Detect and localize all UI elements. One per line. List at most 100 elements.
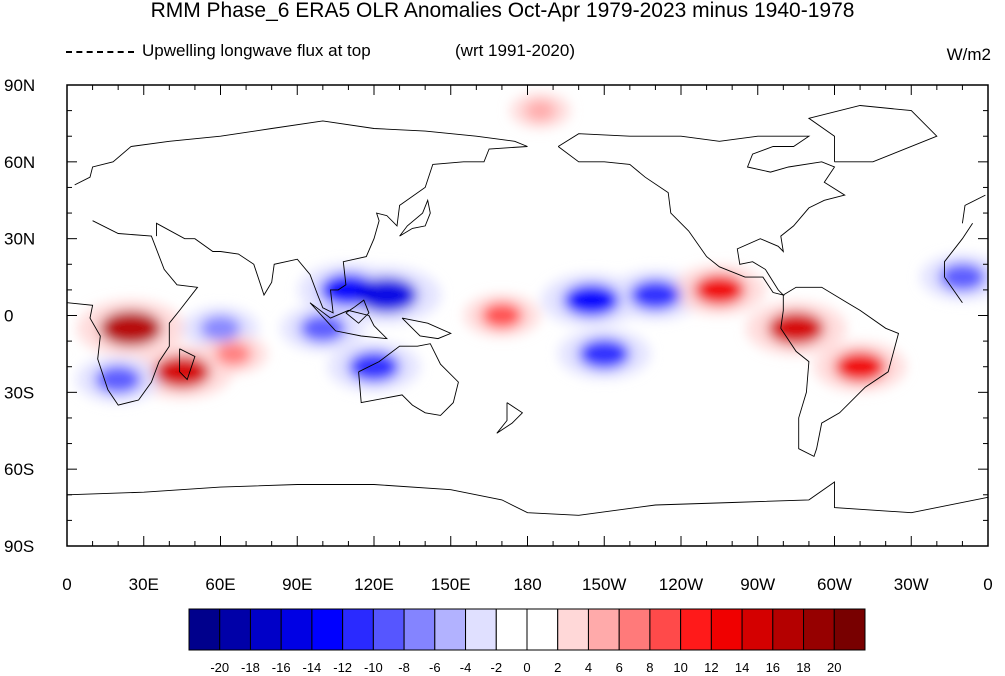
colorbar-swatch	[342, 608, 374, 651]
colorbar-swatch	[403, 608, 436, 651]
colorbar-label: -18	[241, 660, 260, 675]
lon-label: 90E	[282, 575, 312, 594]
colorbar-swatch	[249, 608, 282, 651]
colorbar-swatch	[526, 608, 559, 651]
lon-label: 60W	[817, 575, 852, 594]
lon-label: 90W	[740, 575, 775, 594]
lon-label: 180	[513, 575, 541, 594]
coast-eurasia	[961, 194, 986, 224]
lon-label: 60E	[205, 575, 235, 594]
colorbar-swatch	[495, 608, 528, 651]
lat-label: 60N	[4, 153, 35, 172]
lat-label: 30S	[4, 383, 34, 402]
legend-label: Upwelling longwave flux at top	[142, 41, 371, 60]
anomaly-blob	[95, 365, 142, 394]
longitude-labels: 0 30E 60E 90E 120E 150E 180 150W 120W 90W 60W 30W 0	[62, 575, 992, 594]
anomaly-field	[76, 93, 988, 403]
coast-asia-south	[156, 146, 528, 314]
colorbar-swatch	[803, 608, 835, 651]
colorbar-swatch	[710, 608, 743, 651]
coast-japan	[399, 198, 431, 237]
anomaly-blob	[525, 100, 556, 122]
anomaly-blob	[693, 274, 745, 306]
colorbar-label: -2	[490, 660, 502, 675]
coastlines	[67, 105, 988, 516]
anomaly-blob	[939, 263, 986, 292]
colorbar	[188, 608, 866, 651]
coast-borneo	[345, 299, 370, 324]
colorbar-swatch	[833, 608, 866, 651]
latitude-labels: 90N 60N 30N 0 30S 60S 90S	[4, 76, 35, 556]
lon-label: 120E	[354, 575, 394, 594]
coast-indonesia	[309, 302, 389, 340]
lon-label: 30E	[129, 575, 159, 594]
coast-nz	[496, 402, 524, 434]
colorbar-swatch	[649, 608, 682, 651]
colorbar-label: -6	[429, 660, 441, 675]
coast-africa	[944, 223, 973, 278]
anomaly-blob	[153, 355, 211, 389]
coast-africa	[67, 220, 199, 406]
colorbar-swatch	[741, 608, 774, 651]
units-label: W/m2	[946, 45, 991, 64]
coast-antarctica	[67, 481, 988, 516]
lon-label: 30W	[894, 575, 929, 594]
anomaly-blob	[215, 342, 252, 366]
colorbar-swatch	[311, 608, 344, 651]
anomaly-blob	[355, 277, 418, 313]
lat-label: 90S	[4, 537, 34, 556]
colorbar-label: 2	[554, 660, 561, 675]
colorbar-label: 14	[735, 660, 749, 675]
anomaly-blob	[348, 351, 400, 382]
coast-australia	[358, 343, 459, 416]
coast-madagascar	[179, 348, 196, 381]
coast-south-america	[780, 286, 900, 458]
colorbar-label: 16	[766, 660, 780, 675]
colorbar-swatch	[188, 608, 221, 651]
colorbar-swatch	[280, 608, 313, 651]
coast-greenland	[807, 105, 938, 163]
colorbar-label: -20	[210, 660, 229, 675]
colorbar-swatch	[618, 608, 651, 651]
colorbar-swatch	[587, 608, 620, 651]
dashed-legend: Upwelling longwave flux at top	[66, 41, 371, 61]
lat-label: 30N	[4, 230, 35, 249]
lon-label: 150W	[582, 575, 626, 594]
colorbar-label: -8	[398, 660, 410, 675]
colorbar-label: 6	[616, 660, 623, 675]
map-title: RMM Phase_6 ERA5 OLR Anomalies Oct-Apr 1…	[150, 0, 855, 22]
anomaly-blob	[629, 279, 682, 311]
colorbar-swatch	[465, 608, 497, 651]
coast-eurasia	[74, 120, 528, 186]
colorbar-label: 8	[646, 660, 653, 675]
dashed-line-icon	[66, 50, 134, 53]
lat-label: 0	[4, 307, 13, 326]
anomaly-blob	[299, 314, 346, 343]
coast-north-america	[557, 133, 846, 296]
colorbar-labels: -20 -18 -16 -14 -12 -10 -8 -6 -4 -2 0 2 4 6 8 10 12 14 16 1…	[210, 660, 841, 675]
lon-label: 120W	[659, 575, 703, 594]
anomaly-blob	[767, 311, 825, 345]
colorbar-label: 0	[523, 660, 530, 675]
colorbar-label: 4	[585, 660, 592, 675]
colorbar-swatch	[219, 608, 251, 651]
colorbar-label: 18	[796, 660, 810, 675]
anomaly-blob	[578, 338, 630, 370]
colorbar-swatch	[372, 608, 405, 651]
lon-label: 0	[62, 575, 71, 594]
anomaly-blob	[563, 283, 620, 317]
colorbar-label: -4	[460, 660, 472, 675]
lon-label: 0	[983, 575, 992, 594]
coast-newguinea	[401, 317, 452, 340]
anomaly-blob	[834, 351, 886, 382]
colorbar-label: -10	[364, 660, 383, 675]
colorbar-swatch	[434, 608, 467, 651]
colorbar-label: -14	[303, 660, 322, 675]
reference-period: (wrt 1991-2020)	[455, 41, 576, 60]
colorbar-swatch	[557, 608, 589, 651]
lon-label: 150E	[431, 575, 471, 594]
colorbar-swatch	[680, 608, 712, 651]
anomaly-blob	[200, 315, 241, 342]
coast-africa	[944, 276, 963, 303]
